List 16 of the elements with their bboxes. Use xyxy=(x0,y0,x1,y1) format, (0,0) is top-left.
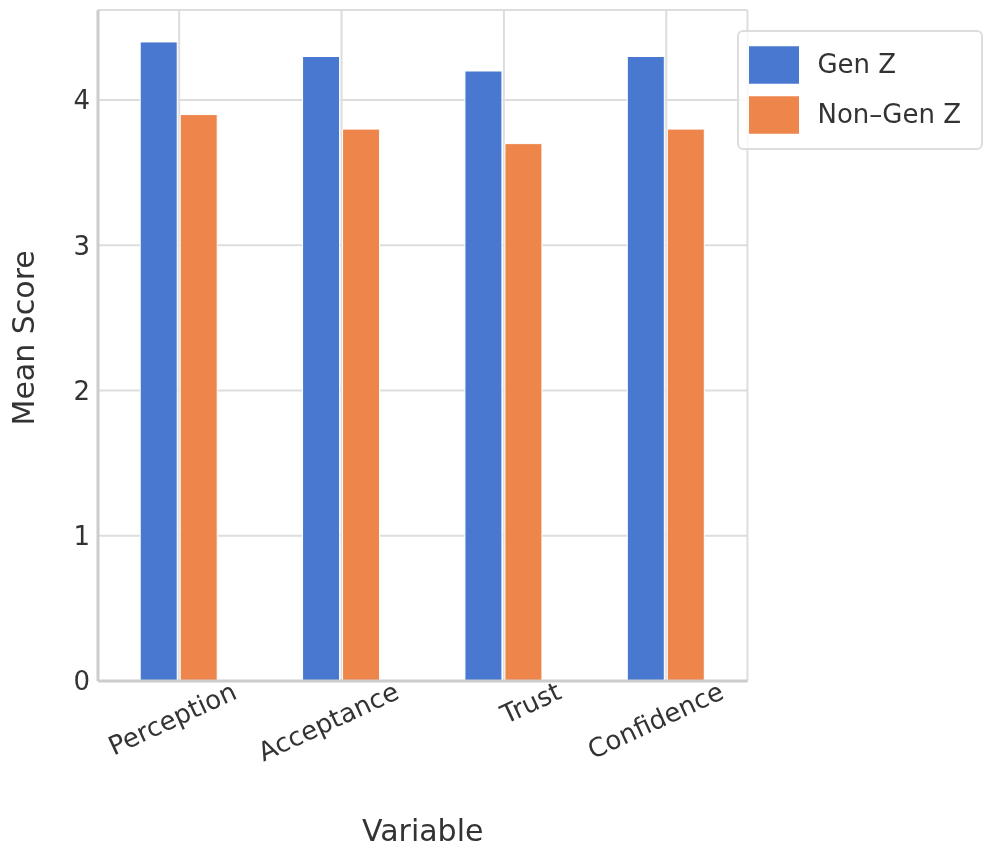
x-tick-label: Trust xyxy=(494,675,566,731)
y-tick-label: 3 xyxy=(73,230,90,261)
bar xyxy=(626,55,665,681)
legend-label: Non–Gen Z xyxy=(817,98,961,129)
bar xyxy=(666,128,705,681)
y-tick-label: 1 xyxy=(73,520,90,551)
bar xyxy=(139,41,178,681)
y-tick-label: 4 xyxy=(73,85,90,116)
y-tick-label: 0 xyxy=(73,666,90,697)
bar xyxy=(302,55,341,681)
y-axis-title: Mean Score xyxy=(5,250,41,426)
x-axis-title: Variable xyxy=(361,813,484,848)
legend-label: Gen Z xyxy=(817,48,897,79)
y-tick-label: 2 xyxy=(73,375,90,406)
bar xyxy=(342,128,381,681)
bar xyxy=(179,114,218,681)
